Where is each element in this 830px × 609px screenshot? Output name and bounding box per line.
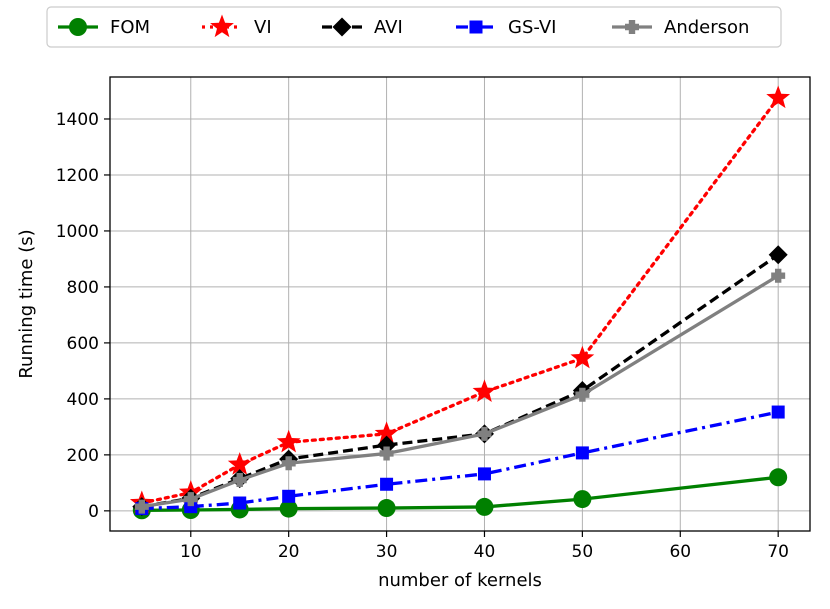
- x-axis-title: number of kernels: [378, 570, 542, 591]
- data-point-gs-vi: [184, 500, 198, 514]
- series-line-anderson: [141, 274, 780, 509]
- legend-frame: [46, 6, 782, 48]
- legend-label-avi: AVI: [374, 17, 403, 38]
- data-point-vi: [570, 345, 595, 369]
- series-line-avi: [141, 253, 780, 509]
- data-point-fom: [475, 497, 494, 516]
- y-axis-title: Running time (s): [16, 229, 37, 378]
- legend-label-gs-vi: GS-VI: [508, 17, 556, 38]
- x-tick-label: 70: [767, 542, 789, 562]
- data-point-gs-vi: [282, 489, 296, 503]
- data-point-avi: [768, 245, 788, 265]
- data-point-vi: [227, 452, 252, 475]
- data-point-fom: [377, 499, 396, 518]
- y-tick-label: 1400: [56, 110, 99, 130]
- legend-label-anderson: Anderson: [664, 17, 749, 38]
- data-point-fom: [279, 499, 298, 518]
- x-tick-label: 50: [572, 542, 594, 562]
- data-point-anderson: [575, 387, 590, 402]
- legend-marker-fom: [69, 18, 87, 36]
- y-tick-label: 600: [67, 334, 99, 354]
- axis-ticks: 10 20 30 40 50 60 70 0 200 400 600 800 1000 1200 1400: [56, 110, 789, 562]
- legend: FOM VI AVI GS-VI Anderson: [46, 6, 782, 48]
- data-point-gs-vi: [233, 496, 247, 510]
- x-tick-label: 40: [474, 542, 496, 562]
- legend-label-vi: VI: [254, 17, 272, 38]
- x-tick-label: 30: [376, 542, 398, 562]
- data-point-fom: [573, 490, 592, 509]
- series-layer: [129, 85, 791, 520]
- data-point-vi: [276, 429, 301, 453]
- y-tick-label: 0: [88, 502, 99, 522]
- data-point-vi: [374, 421, 399, 444]
- data-point-anderson: [183, 492, 198, 507]
- x-tick-label: 60: [669, 542, 691, 562]
- data-point-anderson: [771, 268, 786, 283]
- legend-marker-avi: [332, 17, 352, 37]
- series-gs-vi: [135, 405, 785, 516]
- plot-frame: [109, 76, 811, 532]
- y-tick-label: 1000: [56, 222, 99, 242]
- data-point-anderson: [379, 446, 394, 461]
- y-tick-label: 400: [67, 390, 99, 410]
- data-point-gs-vi: [380, 477, 394, 491]
- legend-label-fom: FOM: [110, 17, 150, 38]
- data-point-vi: [766, 85, 791, 109]
- series-line-vi: [140, 96, 780, 505]
- data-point-gs-vi: [771, 405, 785, 419]
- data-point-anderson: [232, 473, 247, 488]
- data-point-anderson: [477, 426, 492, 441]
- data-point-avi: [377, 435, 397, 455]
- series-anderson: [134, 268, 786, 514]
- legend-marker-gs-vi: [469, 20, 483, 34]
- x-tick-label: 10: [180, 542, 202, 562]
- data-point-anderson: [134, 499, 149, 514]
- data-point-gs-vi: [477, 467, 491, 481]
- y-tick-label: 200: [67, 446, 99, 466]
- legend-marker-vi: [210, 14, 234, 38]
- data-point-anderson: [281, 456, 296, 471]
- legend-marker-anderson: [625, 20, 639, 34]
- data-point-gs-vi: [575, 446, 589, 460]
- x-tick-label: 20: [278, 542, 300, 562]
- y-tick-label: 1200: [56, 166, 99, 186]
- series-line-gs-vi: [141, 410, 779, 511]
- data-point-fom: [769, 468, 788, 487]
- y-tick-label: 800: [67, 278, 99, 298]
- data-point-vi: [472, 379, 497, 402]
